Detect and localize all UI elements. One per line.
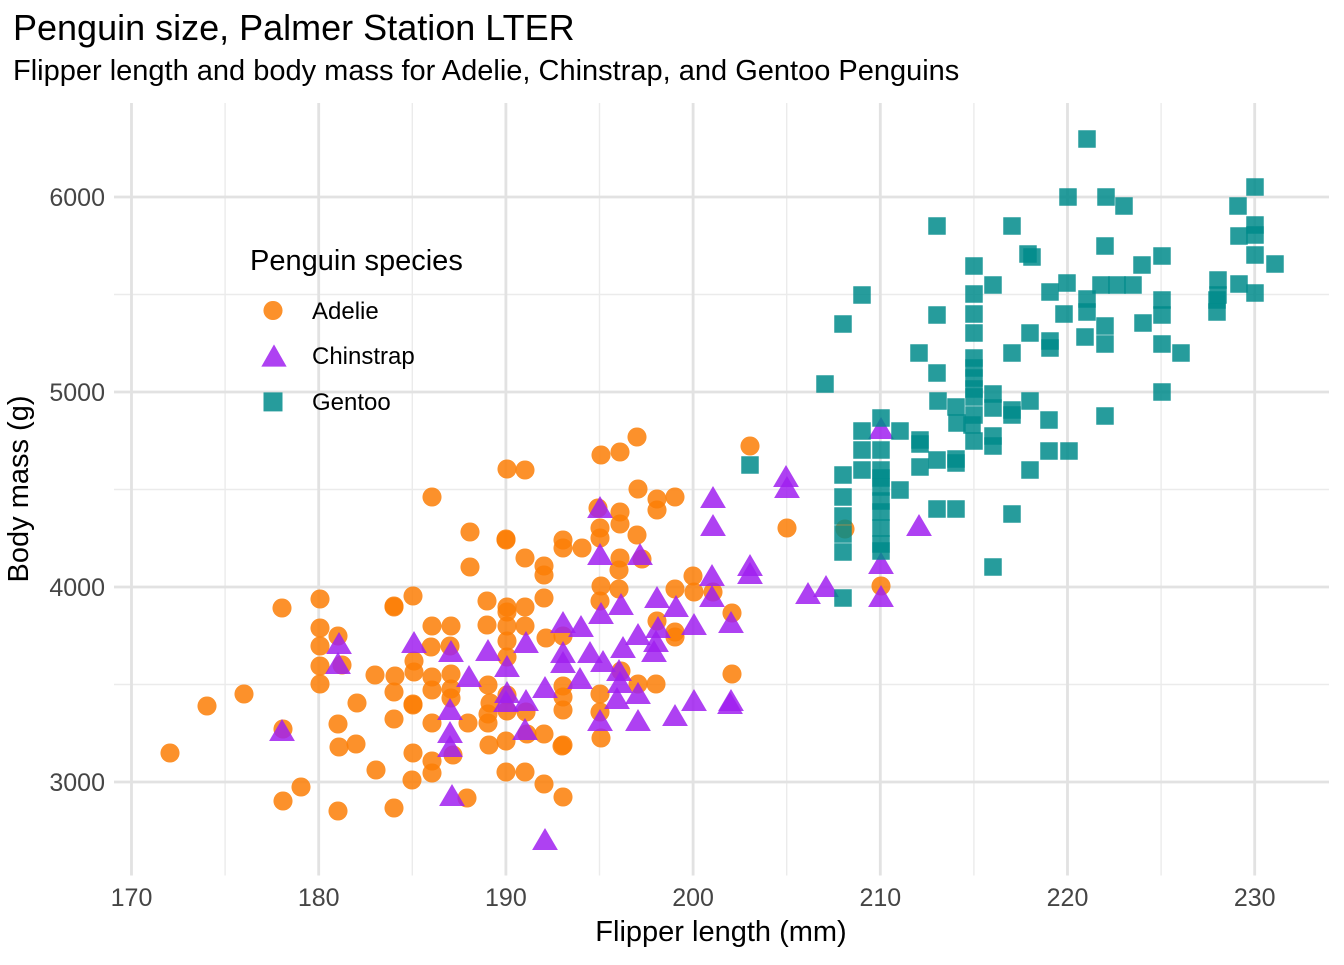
svg-text:220: 220 <box>1047 884 1089 912</box>
svg-text:190: 190 <box>485 884 527 912</box>
svg-text:4000: 4000 <box>49 574 105 602</box>
svg-text:5000: 5000 <box>49 379 105 407</box>
svg-text:Body mass (g): Body mass (g) <box>3 396 35 583</box>
svg-text:6000: 6000 <box>49 184 105 212</box>
svg-text:230: 230 <box>1234 884 1276 912</box>
svg-text:3000: 3000 <box>49 769 105 797</box>
svg-text:Flipper length and body mass f: Flipper length and body mass for Adelie,… <box>13 55 959 87</box>
svg-text:Penguin species: Penguin species <box>250 245 463 277</box>
svg-text:170: 170 <box>111 884 153 912</box>
svg-text:180: 180 <box>298 884 340 912</box>
svg-text:210: 210 <box>859 884 901 912</box>
svg-text:200: 200 <box>672 884 714 912</box>
svg-text:Adelie: Adelie <box>312 298 379 325</box>
svg-text:Flipper length (mm): Flipper length (mm) <box>595 916 846 948</box>
svg-text:Penguin size, Palmer Station L: Penguin size, Palmer Station LTER <box>13 7 575 48</box>
svg-text:Chinstrap: Chinstrap <box>312 343 415 370</box>
svg-text:Gentoo: Gentoo <box>312 389 391 416</box>
